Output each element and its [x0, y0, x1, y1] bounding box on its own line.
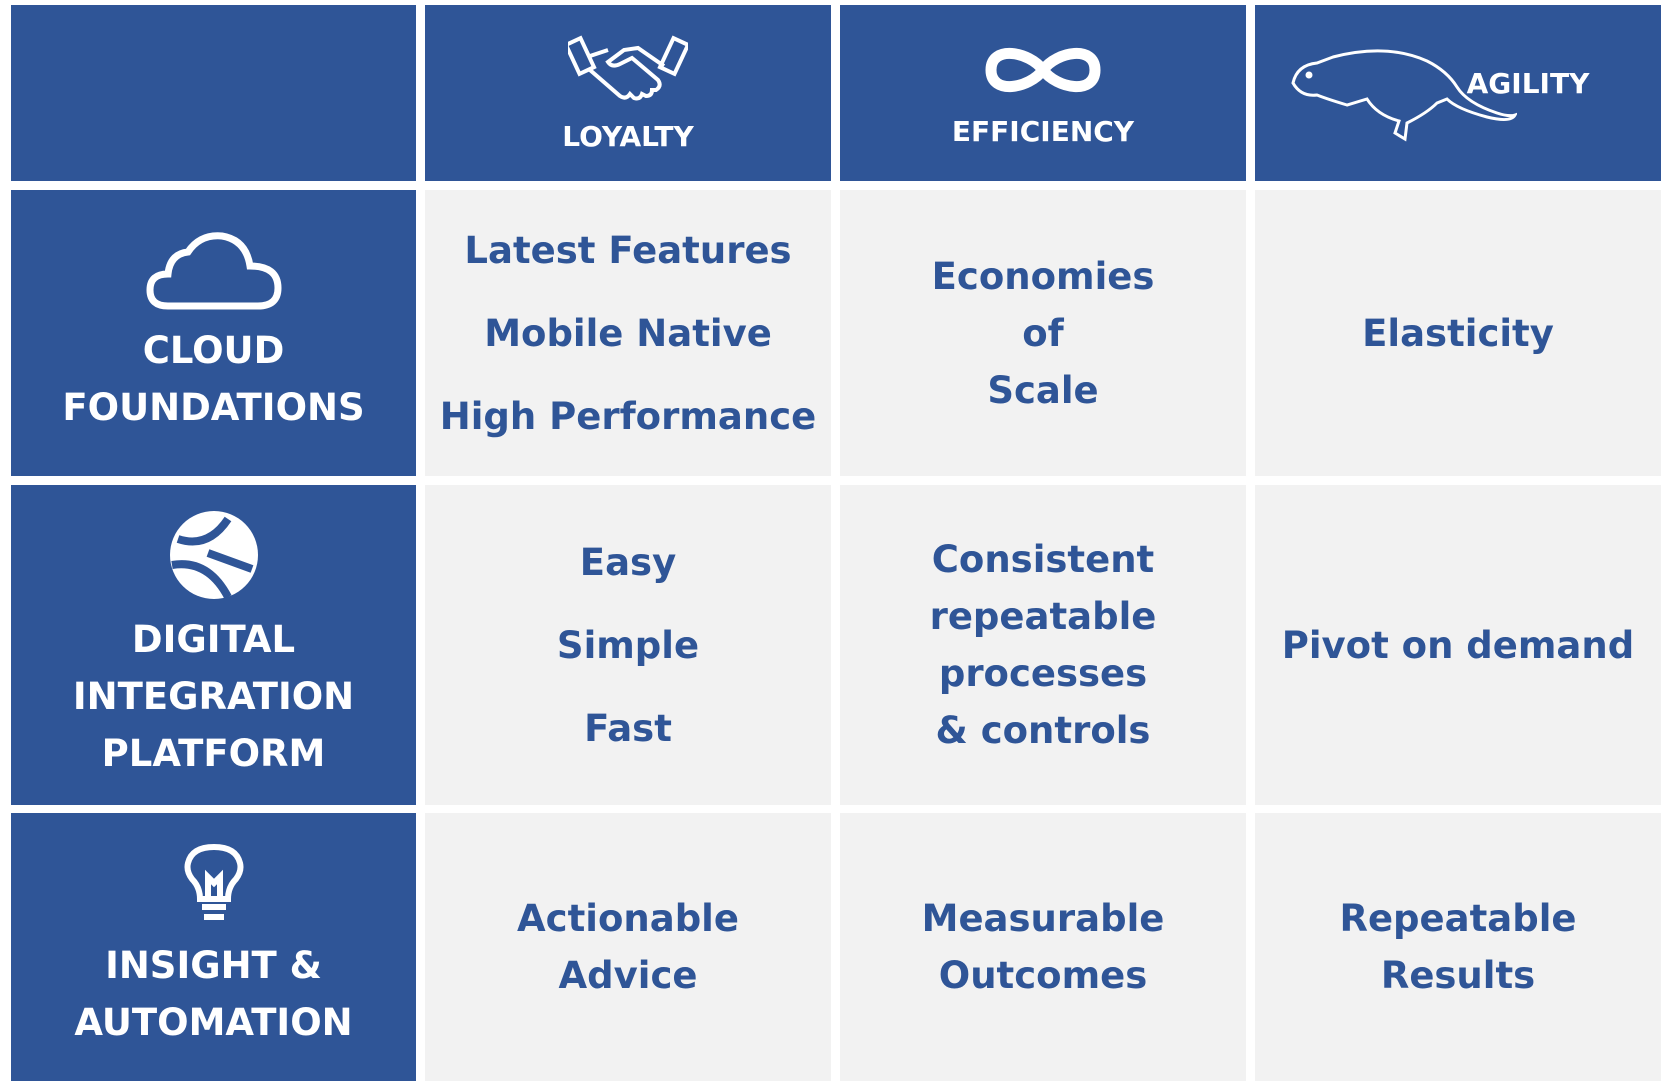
header-cell: EFFICIENCY [840, 5, 1246, 181]
content-cell: Elasticity [1255, 190, 1661, 476]
icon [981, 39, 1105, 101]
cell-text: Elasticity [1362, 311, 1554, 355]
content-cell: Pivot on demand [1255, 485, 1661, 805]
cell-text: High Performance [439, 394, 817, 438]
icon [145, 230, 282, 312]
cell-text: of [1022, 311, 1064, 355]
cell-text: Mobile Native [484, 311, 772, 355]
header-cell: AGILITY [1255, 5, 1661, 181]
icon [168, 509, 260, 601]
cell-text: Fast [584, 706, 672, 750]
row-header: INSIGHT & AUTOMATION [11, 813, 416, 1081]
icon [568, 34, 688, 106]
header-cell: LOYALTY [425, 5, 831, 181]
row-label: DIGITAL [131, 617, 296, 661]
row-label: PLATFORM [101, 731, 326, 775]
cell-text: Pivot on demand [1281, 623, 1635, 667]
cell-text: repeatable [929, 595, 1157, 638]
column-label: EFFICIENCY [951, 114, 1135, 148]
row-label: INTEGRATION [72, 674, 355, 718]
content-cell: Easy Simple Fast [425, 485, 831, 805]
cell-text: Results [1380, 954, 1536, 997]
cell-text: Repeatable [1339, 897, 1577, 940]
row-label: AUTOMATION [74, 1001, 353, 1044]
column-label: LOYALTY [562, 119, 694, 153]
icon [1287, 43, 1517, 143]
cell-text: Easy [579, 540, 677, 584]
row-header: DIGITAL INTEGRATION PLATFORM [11, 485, 416, 805]
cell-text: Measurable [921, 897, 1165, 940]
cell-text: Outcomes [938, 954, 1148, 997]
column-label: AGILITY [1466, 66, 1590, 100]
cell-text: Economies [931, 254, 1155, 298]
header-corner [11, 5, 416, 181]
row-label: CLOUD [142, 329, 285, 372]
cell-text: Scale [987, 368, 1099, 412]
row-label: FOUNDATIONS [62, 386, 365, 429]
content-cell: Latest Features Mobile Native High Perform… [425, 190, 831, 476]
cell-text: Simple [556, 623, 700, 667]
row-label: INSIGHT & [105, 944, 322, 987]
content-cell: Consistent repeatable processes & controls [840, 485, 1246, 805]
row-header: CLOUD FOUNDATIONS [11, 190, 416, 476]
content-cell: Measurable Outcomes [840, 813, 1246, 1081]
icon [184, 843, 244, 927]
content-cell: Actionable Advice [425, 813, 831, 1081]
content-cell: Economies of Scale [840, 190, 1246, 476]
cell-text: processes [938, 652, 1148, 695]
cell-text: Advice [558, 954, 698, 997]
cell-text: Consistent [931, 538, 1155, 581]
cell-text: Actionable [517, 897, 739, 940]
cell-text: & controls [935, 709, 1151, 752]
content-cell: Repeatable Results [1255, 813, 1661, 1081]
cell-text: Latest Features [464, 228, 792, 272]
